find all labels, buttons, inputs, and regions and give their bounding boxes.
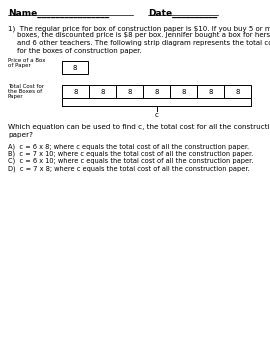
Text: 8: 8 — [100, 89, 105, 94]
Text: D)  c = 7 x 8; where c equals the total cost of all the construction paper.: D) c = 7 x 8; where c equals the total c… — [8, 166, 250, 172]
Text: 1)  The regular price for box of construction paper is $10. If you buy 5 or more: 1) The regular price for box of construc… — [8, 25, 270, 32]
Text: B)  c = 7 x 10; where c equals the total cost of all the construction paper.: B) c = 7 x 10; where c equals the total … — [8, 150, 253, 157]
Bar — [62, 85, 89, 98]
Text: Name________________: Name________________ — [8, 9, 109, 18]
Text: paper?: paper? — [8, 132, 33, 138]
Text: for the boxes of construction paper.: for the boxes of construction paper. — [8, 48, 142, 54]
Text: Price of a Box: Price of a Box — [8, 58, 46, 63]
Bar — [116, 85, 143, 98]
Bar — [89, 85, 116, 98]
Text: of Paper: of Paper — [8, 63, 31, 68]
Text: c: c — [154, 112, 158, 118]
Bar — [197, 85, 224, 98]
Text: 8: 8 — [73, 64, 77, 70]
Text: Paper: Paper — [8, 94, 24, 99]
Text: 8: 8 — [127, 89, 132, 94]
Text: Total Cost for: Total Cost for — [8, 84, 44, 89]
Text: A)  c = 6 x 8; where c equals the total cost of all the construction paper.: A) c = 6 x 8; where c equals the total c… — [8, 143, 249, 149]
Text: C)  c = 6 x 10; where c equals the total cost of all the construction paper.: C) c = 6 x 10; where c equals the total … — [8, 158, 253, 164]
Text: 8: 8 — [154, 89, 159, 94]
Bar — [62, 61, 88, 74]
Text: 8: 8 — [208, 89, 213, 94]
Bar — [224, 85, 251, 98]
Text: Date__________: Date__________ — [148, 9, 217, 18]
Text: 8: 8 — [235, 89, 240, 94]
Bar — [170, 85, 197, 98]
Text: 8: 8 — [73, 89, 78, 94]
Text: 8: 8 — [181, 89, 186, 94]
Text: and 6 other teachers. The following strip diagram represents the total cost: and 6 other teachers. The following stri… — [8, 40, 270, 46]
Text: boxes, the discounted price is $8 per box. Jennifer bought a box for herself: boxes, the discounted price is $8 per bo… — [8, 33, 270, 38]
Text: Which equation can be used to find c, the total cost for all the construction: Which equation can be used to find c, th… — [8, 124, 270, 130]
Bar — [143, 85, 170, 98]
Text: the Boxes of: the Boxes of — [8, 89, 42, 94]
